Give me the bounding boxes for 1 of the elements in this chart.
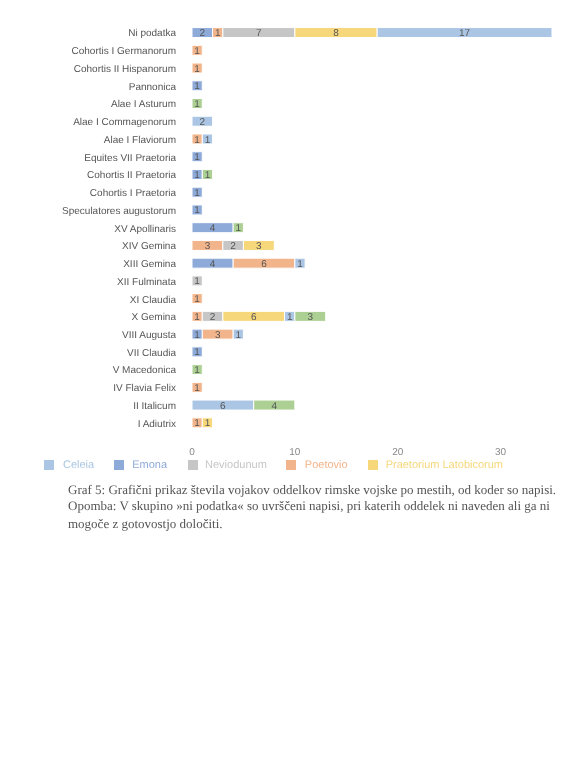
bar [192,115,214,127]
